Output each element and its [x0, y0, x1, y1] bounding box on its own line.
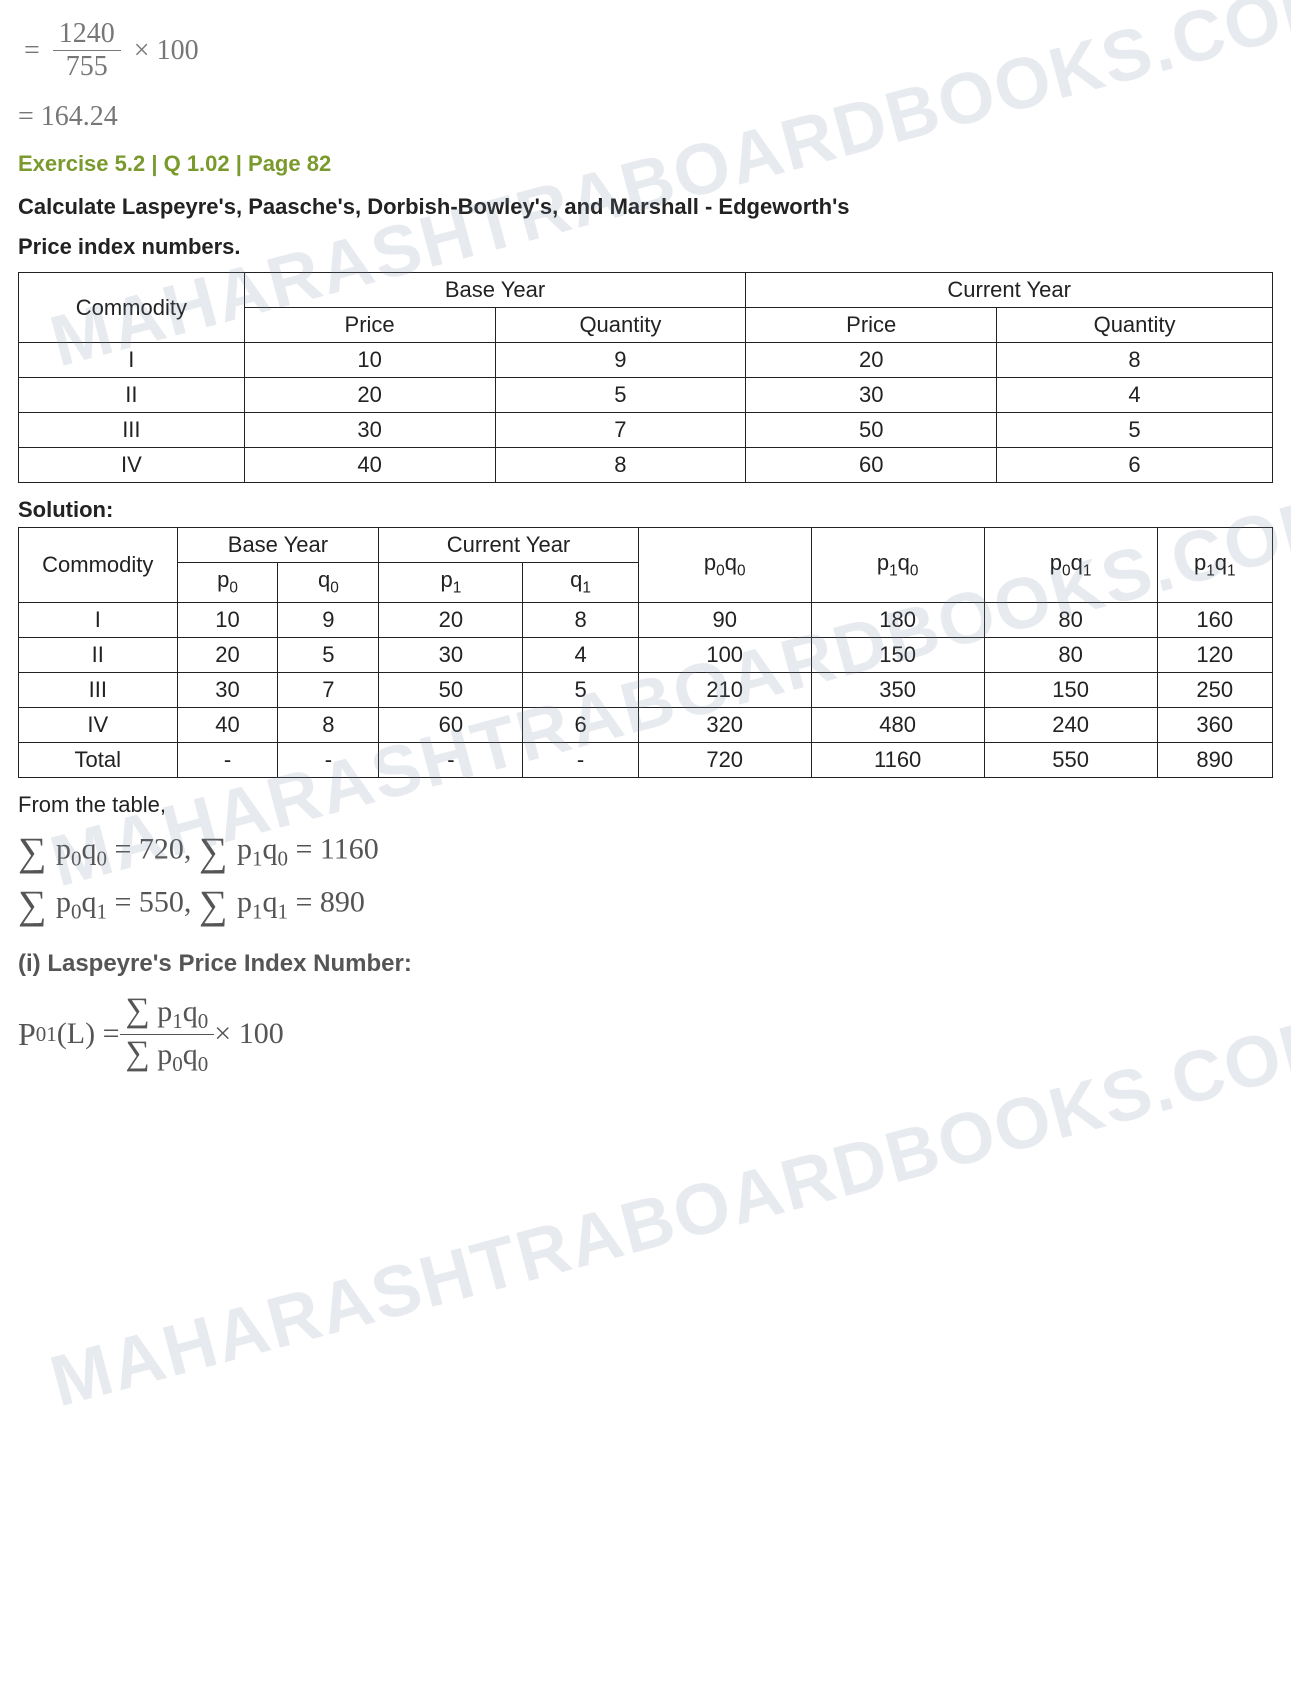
th-commodity: Commodity: [19, 528, 178, 602]
solution-label: Solution:: [18, 497, 1273, 523]
table-row: IV 40 8 60 6: [19, 448, 1273, 483]
table-row: II 20 5 30 4: [19, 378, 1273, 413]
th-price: Price: [746, 308, 997, 343]
sum-line-2: ∑ p0q1 = 550, ∑ p1q1 = 890: [18, 881, 1273, 928]
th-p0: p0: [177, 563, 278, 602]
laspeyre-formula: P01(L) = ∑ p1q0 ∑ p0q0 × 100: [18, 992, 1273, 1077]
table-row: II 20 5 30 4 100 150 80 120: [19, 637, 1273, 672]
table-row: III 30 7 50 5: [19, 413, 1273, 448]
th-p0q0: p0q0: [638, 528, 811, 602]
laspeyre-heading: (i) Laspeyre's Price Index Number:: [18, 950, 1273, 978]
th-p1: p1: [379, 563, 523, 602]
th-quantity: Quantity: [495, 308, 746, 343]
table-row: I 10 9 20 8: [19, 343, 1273, 378]
th-p1q0: p1q0: [811, 528, 984, 602]
th-p1q1: p1q1: [1157, 528, 1272, 602]
times-100: × 100: [134, 35, 199, 67]
th-base-year: Base Year: [177, 528, 379, 563]
th-current-year: Current Year: [746, 273, 1273, 308]
th-q0: q0: [278, 563, 379, 602]
table-row: IV 40 8 60 6 320 480 240 360: [19, 707, 1273, 742]
denominator: 755: [53, 51, 121, 83]
exercise-heading: Exercise 5.2 | Q 1.02 | Page 82: [18, 151, 1273, 177]
question-line-1: Calculate Laspeyre's, Paasche's, Dorbish…: [18, 194, 850, 219]
th-price: Price: [244, 308, 495, 343]
table-row: I 10 9 20 8 90 180 80 160: [19, 602, 1273, 637]
table-total-row: Total - - - - 720 1160 550 890: [19, 742, 1273, 777]
calc-fraction: = 1240 755 × 100: [18, 18, 1273, 83]
th-commodity: Commodity: [19, 273, 245, 343]
from-table-text: From the table,: [18, 792, 1273, 818]
th-current-year: Current Year: [379, 528, 638, 563]
sigma-icon: ∑: [199, 828, 228, 875]
sigma-icon: ∑: [18, 881, 47, 928]
th-quantity: Quantity: [997, 308, 1273, 343]
th-q1: q1: [523, 563, 638, 602]
th-base-year: Base Year: [244, 273, 746, 308]
input-table: Commodity Base Year Current Year Price Q…: [18, 272, 1273, 483]
table-row: III 30 7 50 5 210 350 150 250: [19, 672, 1273, 707]
sum-line-1: ∑ p0q0 = 720, ∑ p1q0 = 1160: [18, 828, 1273, 875]
calc-result: = 164.24: [18, 101, 1273, 133]
solution-table: Commodity Base Year Current Year p0q0 p1…: [18, 527, 1273, 777]
question-line-2: Price index numbers.: [18, 234, 241, 259]
sigma-icon: ∑: [18, 828, 47, 875]
question-text: Calculate Laspeyre's, Paasche's, Dorbish…: [18, 187, 1273, 266]
th-p0q1: p0q1: [984, 528, 1157, 602]
sigma-icon: ∑: [199, 881, 228, 928]
numerator: 1240: [53, 18, 121, 51]
